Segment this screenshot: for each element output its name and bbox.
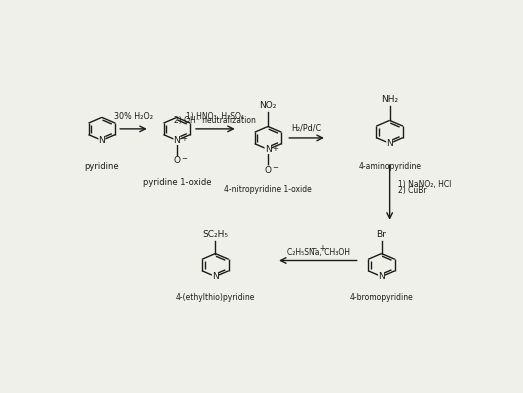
Text: O: O <box>173 156 180 165</box>
Text: N: N <box>378 272 385 281</box>
Text: pyridine 1-oxide: pyridine 1-oxide <box>143 178 211 187</box>
Text: NO₂: NO₂ <box>259 101 277 110</box>
Text: +: + <box>181 136 187 142</box>
Text: N: N <box>386 139 393 148</box>
Text: H₂/Pd/C: H₂/Pd/C <box>291 123 322 132</box>
Text: 4-nitropyridine 1-oxide: 4-nitropyridine 1-oxide <box>224 185 312 193</box>
Text: pyridine: pyridine <box>85 162 119 171</box>
Text: N: N <box>98 136 105 145</box>
Text: −: − <box>272 165 278 171</box>
Text: C₂H₅SNa, CH₃OH: C₂H₅SNa, CH₃OH <box>287 248 350 257</box>
Text: 1) HNO₃, H₂SO₄: 1) HNO₃, H₂SO₄ <box>186 112 244 121</box>
Text: −: − <box>181 156 187 162</box>
Text: − +: − + <box>311 244 326 253</box>
Text: 4-aminopyridine: 4-aminopyridine <box>358 162 421 171</box>
Text: O: O <box>265 165 271 174</box>
Text: 1) NaNO₂, HCl: 1) NaNO₂, HCl <box>397 180 451 189</box>
Text: N: N <box>174 136 180 145</box>
Text: 30% H₂O₂: 30% H₂O₂ <box>114 112 153 121</box>
Text: 2) CuBr: 2) CuBr <box>397 186 426 195</box>
Text: 2) OH⁻ neutralization: 2) OH⁻ neutralization <box>174 116 256 125</box>
Text: Br: Br <box>377 230 386 239</box>
Text: NH₂: NH₂ <box>381 95 398 104</box>
Text: 4-(ethylthio)pyridine: 4-(ethylthio)pyridine <box>176 293 255 302</box>
Text: 4-bromopyridine: 4-bromopyridine <box>350 293 413 302</box>
Text: N: N <box>212 272 219 281</box>
Text: +: + <box>272 145 278 152</box>
Text: N: N <box>265 145 271 154</box>
Text: SC₂H₅: SC₂H₅ <box>202 230 229 239</box>
